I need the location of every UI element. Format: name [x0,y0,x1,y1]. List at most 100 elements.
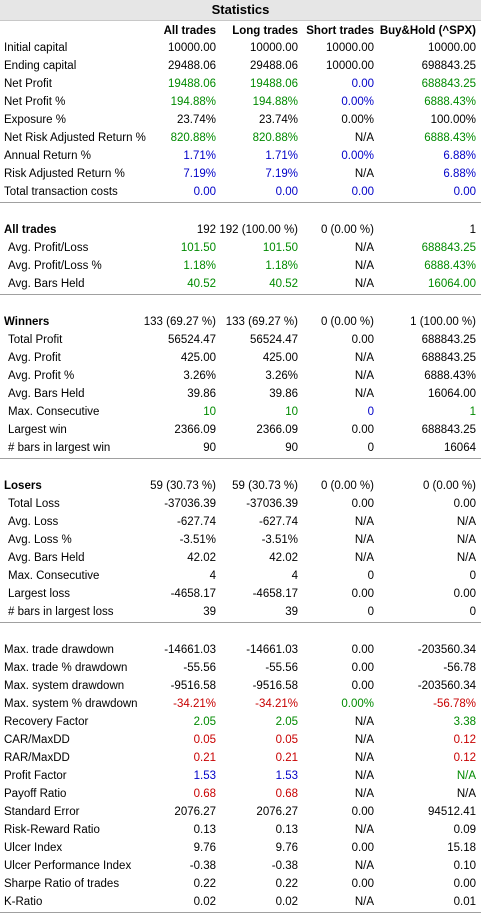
value-cell: 0.10 [453,860,476,872]
value-cell: -34.21% [255,698,298,710]
section-divider [0,202,481,203]
value-cell: 0.00 [275,186,298,198]
value-cell: 59 (30.73 %) [232,480,298,492]
value-cell: -56.78 [443,662,476,674]
value-cell: 0.00 [351,424,374,436]
row-label: Net Profit % [4,96,66,108]
value-cell: 0.00 [351,878,374,890]
value-cell: N/A [354,168,374,180]
row-label: Max. system % drawdown [4,698,138,710]
value-cell: 6888.43% [424,260,476,272]
value-cell: 688843.25 [421,242,476,254]
value-cell: -0.38 [271,860,298,872]
section-divider [0,622,481,623]
value-cell: 0.68 [275,788,298,800]
value-cell: 2.05 [193,716,216,728]
value-cell: 425.00 [262,352,298,364]
row-label: Avg. Bars Held [8,278,85,290]
value-cell: N/A [354,896,374,908]
value-cell: 0.00 [193,186,216,198]
value-cell: -14661.03 [246,644,298,656]
value-cell: 39.86 [269,388,298,400]
value-cell: 0.12 [453,734,476,746]
value-cell: 0.13 [275,824,298,836]
row-label: Largest loss [8,588,71,600]
row-label: Risk Adjusted Return % [4,168,125,180]
value-cell: N/A [354,388,374,400]
row-label: Initial capital [4,42,68,54]
value-cell: 0.00 [351,78,374,90]
value-cell: 0.00 [453,588,476,600]
row-label: Max. Consecutive [8,406,100,418]
value-cell: N/A [456,788,476,800]
value-cell: -0.38 [189,860,216,872]
value-cell: 10000.00 [250,42,298,54]
row-label: Avg. Profit/Loss [8,242,89,254]
value-cell: N/A [456,534,476,546]
row-label: Standard Error [4,806,80,818]
section-divider [0,912,481,913]
value-cell: 1.71% [183,150,216,162]
value-cell: 16064.00 [428,388,476,400]
value-cell: -3.51% [261,534,298,546]
value-cell: 10 [203,406,216,418]
value-cell: 6.88% [443,150,476,162]
value-cell: -627.74 [176,516,216,528]
value-cell: N/A [354,788,374,800]
value-cell: 4 [291,570,298,582]
row-label: Ulcer Index [4,842,63,854]
value-cell: 39.86 [187,388,216,400]
section-header: All trades [4,224,57,236]
value-cell: 133 (69.27 %) [143,316,216,328]
value-cell: N/A [456,552,476,564]
value-cell: 0.00 [351,186,374,198]
row-label: Ending capital [4,60,77,72]
value-cell: 15.18 [447,842,476,854]
value-cell: -37036.39 [246,498,298,510]
value-cell: N/A [354,734,374,746]
value-cell: 0.00 [351,680,374,692]
row-label: Avg. Profit % [8,370,75,382]
value-cell: N/A [456,516,476,528]
value-cell: N/A [354,552,374,564]
value-cell: 0.68 [193,788,216,800]
section-header: Winners [4,316,50,328]
value-cell: -4658.17 [252,588,298,600]
value-cell: 101.50 [180,242,216,254]
value-cell: 42.02 [187,552,216,564]
row-label: Net Profit [4,78,52,90]
value-cell: N/A [456,770,476,782]
column-header: Long trades [232,25,298,37]
section-divider [0,458,481,459]
value-cell: 1.18% [183,260,216,272]
value-cell: N/A [354,860,374,872]
value-cell: 10000.00 [326,60,374,72]
value-cell: 2366.09 [256,424,298,436]
value-cell: 0.00 [351,842,374,854]
row-label: # bars in largest win [8,442,111,454]
value-cell: -9516.58 [170,680,216,692]
row-label: Exposure % [4,114,67,126]
value-cell: 3.38 [453,716,476,728]
value-cell: -56.78% [433,698,476,710]
value-cell: 39 [203,606,216,618]
row-label: Max. Consecutive [8,570,100,582]
value-cell: 9.76 [275,842,298,854]
value-cell: N/A [354,260,374,272]
row-label: Avg. Bars Held [8,552,85,564]
column-header: Buy&Hold (^SPX) [379,25,476,37]
row-label: Annual Return % [4,150,91,162]
value-cell: -55.56 [183,662,216,674]
value-cell: N/A [354,278,374,290]
section-header: Losers [4,480,42,492]
value-cell: 133 (69.27 %) [225,316,298,328]
value-cell: 1.53 [275,770,298,782]
row-label: RAR/MaxDD [4,752,70,764]
row-label: Max. system drawdown [4,680,125,692]
row-label: K-Ratio [4,896,43,908]
row-label: Total transaction costs [4,186,118,198]
value-cell: -3.51% [179,534,216,546]
value-cell: 0 [367,606,374,618]
value-cell: 0.21 [193,752,216,764]
